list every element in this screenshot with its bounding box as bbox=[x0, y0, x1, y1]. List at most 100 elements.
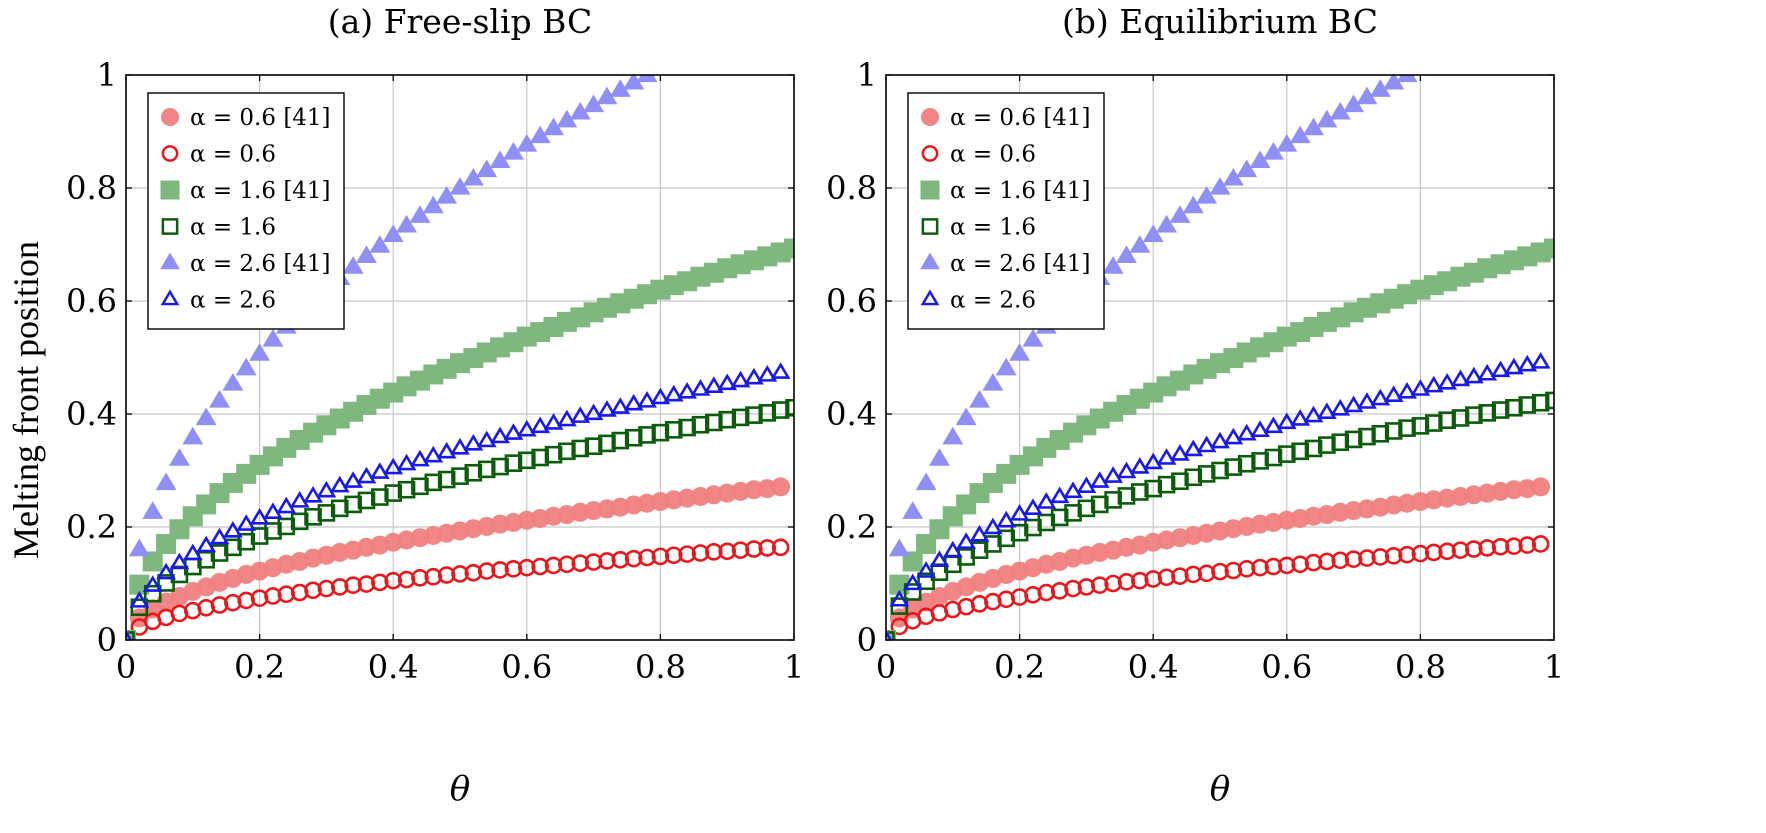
legend-marker-triangle-filled bbox=[160, 252, 180, 270]
data-point-triangle-open bbox=[663, 384, 684, 402]
data-point-circle-open bbox=[1224, 561, 1243, 580]
data-point-triangle-filled bbox=[1530, 0, 1551, 14]
series-triangle-open bbox=[886, 352, 1551, 640]
data-point-circle-open bbox=[1358, 549, 1376, 567]
data-point-triangle-filled bbox=[222, 373, 244, 391]
data-point-circle-open bbox=[1505, 537, 1523, 556]
y-tick-label: 0.8 bbox=[826, 169, 877, 207]
data-point-circle-open bbox=[1344, 550, 1363, 569]
data-point-triangle-open bbox=[289, 491, 310, 508]
data-point-triangle-open bbox=[929, 550, 950, 568]
data-point-triangle-open bbox=[1076, 476, 1097, 493]
data-point-triangle-filled bbox=[1249, 150, 1271, 169]
data-point-triangle-filled bbox=[516, 134, 538, 152]
data-point-square-open bbox=[1331, 433, 1350, 452]
data-point-triangle-filled bbox=[182, 426, 204, 445]
y-tick-label: 0 bbox=[97, 621, 117, 659]
data-point-circle-open bbox=[1077, 578, 1096, 596]
data-point-triangle-open bbox=[570, 406, 591, 423]
data-point-triangle-open bbox=[886, 629, 893, 640]
data-point-square-open bbox=[1318, 436, 1336, 454]
legend-marker-circle-filled bbox=[160, 107, 180, 127]
data-point-circle-open bbox=[344, 576, 362, 594]
series-square-open bbox=[126, 398, 794, 640]
data-point-triangle-open bbox=[196, 535, 217, 553]
data-point-square-open bbox=[718, 410, 737, 429]
data-point-square-open bbox=[1278, 445, 1296, 463]
data-point-square-filled bbox=[886, 630, 896, 640]
y-tick-label: 0.6 bbox=[66, 282, 117, 320]
data-point-triangle-open bbox=[690, 379, 711, 396]
data-point-triangle-open bbox=[889, 589, 910, 607]
data-point-square-open bbox=[344, 495, 362, 514]
data-point-triangle-filled bbox=[1222, 167, 1244, 186]
legend: α = 0.6 [41] α = 0.6 α = 1.6 [41] α = 1.6 α … bbox=[147, 92, 345, 330]
data-point-square-open bbox=[584, 437, 603, 456]
data-point-triangle-open bbox=[1156, 448, 1177, 465]
data-point-circle-open bbox=[277, 585, 296, 604]
x-tick-label: 1 bbox=[784, 648, 804, 686]
data-point-triangle-open bbox=[1276, 412, 1297, 430]
data-point-triangle-filled bbox=[703, 30, 724, 48]
data-point-triangle-open bbox=[1530, 352, 1551, 369]
data-point-triangle-open bbox=[757, 365, 778, 382]
data-point-triangle-open bbox=[982, 517, 1003, 535]
data-point-triangle-filled bbox=[1383, 75, 1405, 90]
plot-frame bbox=[885, 74, 1555, 641]
data-point-triangle-filled bbox=[569, 101, 591, 120]
y-tick-label: 0.4 bbox=[66, 395, 117, 433]
plot-frame bbox=[125, 74, 795, 641]
data-point-circle-open bbox=[1491, 537, 1510, 556]
data-point-triangle-filled bbox=[1544, 0, 1565, 8]
data-point-square-open bbox=[1131, 483, 1149, 501]
data-point-square-open bbox=[1050, 508, 1069, 527]
data-point-triangle-filled bbox=[969, 390, 990, 408]
data-point-triangle-filled bbox=[1437, 43, 1458, 61]
data-point-circle-open bbox=[517, 558, 536, 577]
data-point-triangle-filled bbox=[1262, 141, 1284, 160]
data-point-circle-open bbox=[477, 562, 496, 580]
data-point-square-open bbox=[705, 413, 723, 432]
data-point-triangle-open bbox=[1303, 405, 1324, 423]
data-point-triangle-filled bbox=[650, 57, 671, 75]
series-square-filled bbox=[126, 238, 794, 640]
data-point-circle-open bbox=[437, 566, 456, 584]
data-point-circle-open bbox=[1197, 564, 1216, 583]
data-point-triangle-filled bbox=[1116, 245, 1137, 263]
y-tick-label: 0.2 bbox=[826, 508, 877, 546]
data-point-circle-filled bbox=[771, 477, 791, 497]
x-tick-label: 1 bbox=[1544, 648, 1564, 686]
data-point-square-open bbox=[210, 544, 229, 562]
data-point-square-open bbox=[984, 535, 1002, 553]
data-point-circle-open bbox=[571, 554, 590, 572]
data-point-triangle-open bbox=[1517, 354, 1538, 372]
data-point-triangle-open bbox=[942, 540, 963, 558]
data-point-circle-open bbox=[1237, 560, 1256, 578]
data-point-triangle-open bbox=[623, 393, 644, 411]
data-point-circle-open bbox=[1264, 557, 1283, 576]
data-point-triangle-open bbox=[770, 362, 791, 379]
data-point-triangle-filled bbox=[1410, 57, 1431, 75]
data-point-square-open bbox=[651, 423, 670, 442]
data-point-triangle-open bbox=[303, 485, 323, 503]
data-point-circle-open bbox=[678, 545, 696, 563]
y-tick-label: 1 bbox=[97, 56, 117, 94]
data-point-triangle-filled bbox=[195, 407, 217, 426]
data-point-triangle-open bbox=[1116, 461, 1137, 479]
data-point-triangle-open bbox=[410, 449, 430, 467]
data-point-square-open bbox=[1438, 411, 1456, 430]
data-point-triangle-open bbox=[1490, 360, 1511, 378]
data-point-circle-open bbox=[491, 561, 509, 579]
data-point-triangle-open bbox=[530, 416, 551, 434]
data-point-circle-open bbox=[1304, 553, 1323, 572]
data-point-square-open bbox=[237, 532, 256, 551]
data-point-triangle-open bbox=[1263, 416, 1284, 434]
data-point-triangle-filled bbox=[928, 448, 950, 466]
data-point-triangle-filled bbox=[1009, 343, 1031, 361]
data-point-square-open bbox=[1197, 465, 1216, 483]
data-point-triangle-open bbox=[650, 387, 671, 405]
data-point-square-open bbox=[397, 480, 416, 499]
data-point-square-open bbox=[731, 408, 750, 427]
legend-marker-circle-open bbox=[921, 145, 939, 162]
data-point-triangle-filled bbox=[262, 328, 284, 347]
